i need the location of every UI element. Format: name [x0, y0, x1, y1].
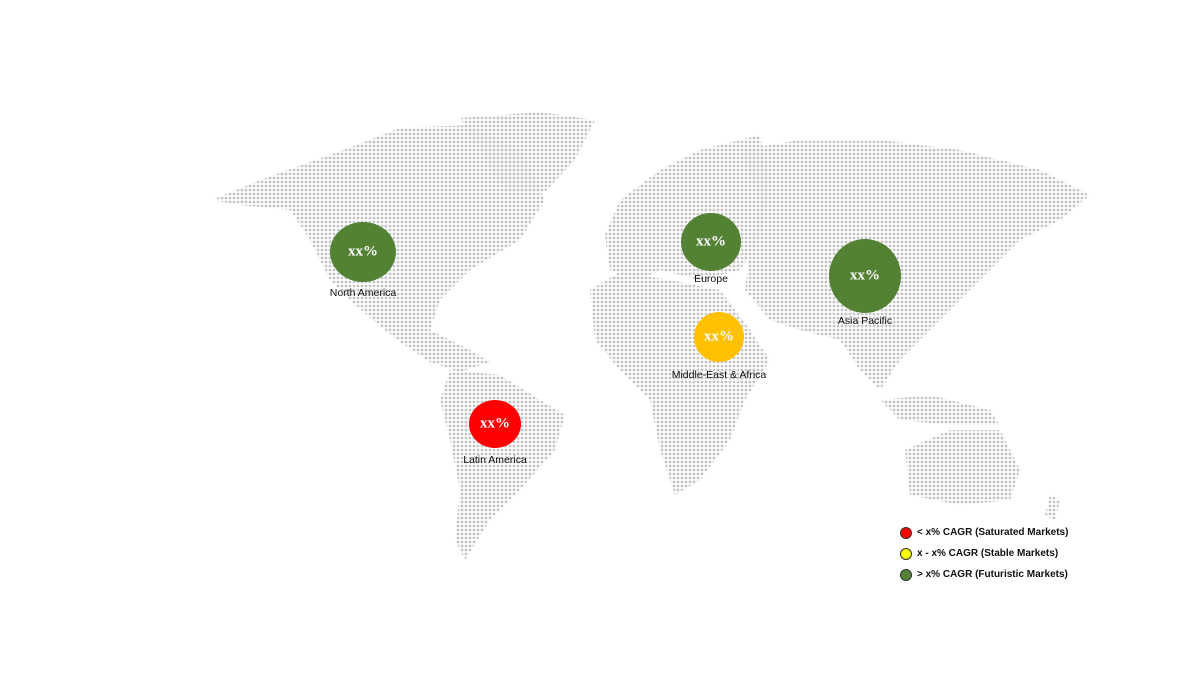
region-label: Europe	[694, 273, 728, 285]
region-bubble-latin-america	[469, 400, 521, 448]
region-bubble-asia-pacific	[829, 239, 901, 313]
legend-item-saturated: < x% CAGR (Saturated Markets)	[900, 522, 1068, 543]
region-value: xx%	[850, 267, 880, 283]
legend-label: x - x% CAGR (Stable Markets)	[917, 548, 1059, 559]
asia-landmass	[740, 140, 1090, 390]
australia-landmass	[905, 430, 1020, 505]
legend-label: < x% CAGR (Saturated Markets)	[917, 527, 1069, 538]
region-value: xx%	[348, 243, 378, 259]
greenland-landmass	[460, 112, 595, 192]
region-label: North America	[330, 287, 397, 299]
indonesia-landmass	[880, 395, 1000, 425]
legend: < x% CAGR (Saturated Markets) x - x% CAG…	[900, 522, 1068, 585]
new-zealand-landmass	[1045, 495, 1060, 520]
yellow-dot-icon	[900, 547, 912, 560]
region-bubble-europe	[681, 213, 741, 271]
region-bubble-north-america	[330, 222, 396, 282]
red-dot-icon	[900, 526, 912, 539]
region-label: Latin America	[463, 454, 527, 466]
region-value: xx%	[704, 328, 734, 344]
region-label: Middle-East & Africa	[672, 369, 767, 381]
legend-item-stable: x - x% CAGR (Stable Markets)	[900, 543, 1068, 564]
africa-landmass	[590, 272, 770, 495]
green-dot-icon	[900, 568, 912, 581]
region-label: Asia Pacific	[838, 315, 892, 327]
legend-label: > x% CAGR (Futuristic Markets)	[917, 569, 1068, 580]
legend-item-futuristic: > x% CAGR (Futuristic Markets)	[900, 564, 1068, 585]
region-value: xx%	[696, 233, 726, 249]
region-value: xx%	[480, 415, 510, 431]
region-bubble-middle-east-africa	[694, 312, 744, 362]
